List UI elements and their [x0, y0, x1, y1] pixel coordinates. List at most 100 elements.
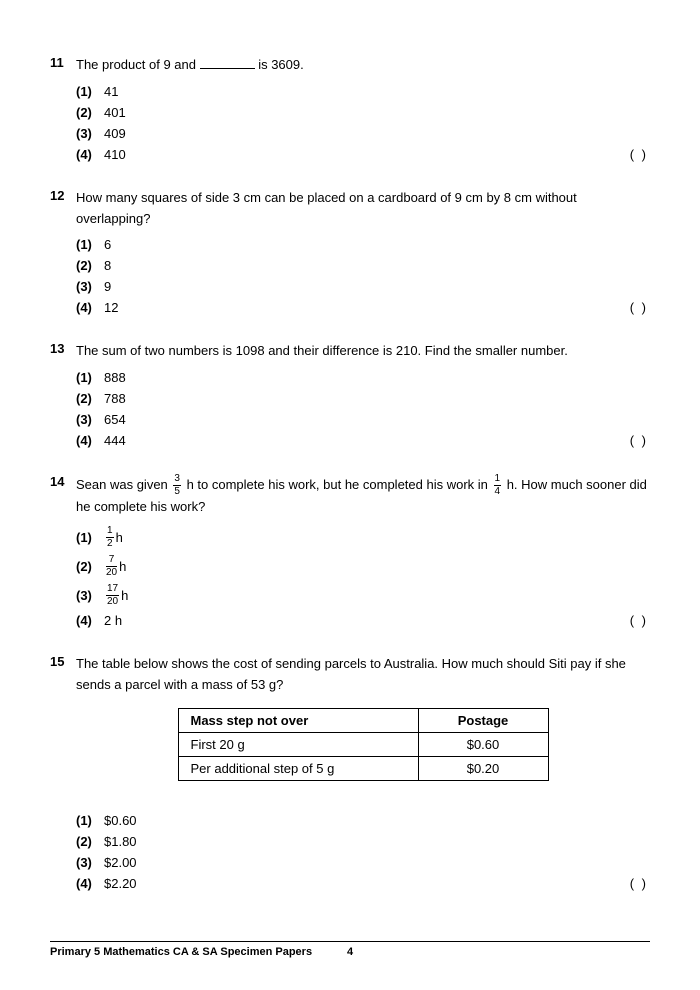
question-text: The sum of two numbers is 1098 and their…	[76, 341, 650, 362]
option-number: (1)	[76, 84, 104, 99]
parcel-table: Mass step not overPostageFirst 20 g$0.60…	[178, 708, 549, 781]
option-number: (2)	[76, 559, 104, 574]
option-row: (3)654	[76, 412, 650, 427]
option-number: (4)	[76, 147, 104, 162]
option-row: (4)$2.20 ( )	[76, 876, 650, 891]
option-value: 888	[104, 370, 126, 385]
table-header: Postage	[418, 708, 548, 732]
option-row: (2)$1.80	[76, 834, 650, 849]
answer-blank: ( )	[630, 613, 650, 628]
table-cell: $0.60	[418, 732, 548, 756]
question-number: 11	[50, 55, 76, 168]
option-number: (2)	[76, 258, 104, 273]
option-number: (4)	[76, 613, 104, 628]
question-body: The table below shows the cost of sendin…	[76, 654, 650, 897]
option-value: 41	[104, 84, 118, 99]
option-row: (1)$0.60	[76, 813, 650, 828]
option-number: (1)	[76, 530, 104, 545]
option-number: (4)	[76, 300, 104, 315]
table-cell: Per additional step of 5 g	[178, 756, 418, 780]
question-body: How many squares of side 3 cm can be pla…	[76, 188, 650, 322]
option-number: (1)	[76, 370, 104, 385]
answer-blank: ( )	[630, 147, 650, 162]
option-value: $0.60	[104, 813, 137, 828]
option-value: 401	[104, 105, 126, 120]
table-row: First 20 g$0.60	[178, 732, 548, 756]
option-row: (2)788	[76, 391, 650, 406]
table-header: Mass step not over	[178, 708, 418, 732]
option-value: 1720 h	[104, 584, 128, 607]
answer-blank: ( )	[630, 433, 650, 448]
option-value: 444	[104, 433, 126, 448]
option-value: 410	[104, 147, 126, 162]
option-value: $1.80	[104, 834, 137, 849]
option-row: (2)8	[76, 258, 650, 273]
option-value: $2.00	[104, 855, 137, 870]
fraction: 720	[106, 555, 117, 578]
questions-container: 11The product of 9 and is 3609.(1)41(2)4…	[50, 55, 650, 897]
option-number: (2)	[76, 391, 104, 406]
question-text: The table below shows the cost of sendin…	[76, 654, 650, 696]
question: 12How many squares of side 3 cm can be p…	[50, 188, 650, 322]
fraction: 14	[494, 474, 502, 497]
question-body: The product of 9 and is 3609.(1)41(2)401…	[76, 55, 650, 168]
table-row: Per additional step of 5 g$0.20	[178, 756, 548, 780]
question-number: 14	[50, 474, 76, 634]
question: 13The sum of two numbers is 1098 and the…	[50, 341, 650, 454]
question: 14Sean was given 35 h to complete his wo…	[50, 474, 650, 634]
option-number: (4)	[76, 876, 104, 891]
option-number: (2)	[76, 834, 104, 849]
option-value: 6	[104, 237, 111, 252]
question-text: The product of 9 and is 3609.	[76, 55, 650, 76]
option-value: 12 h	[104, 526, 123, 549]
question-body: Sean was given 35 h to complete his work…	[76, 474, 650, 634]
footer-title: Primary 5 Mathematics CA & SA Specimen P…	[50, 946, 312, 958]
question: 11The product of 9 and is 3609.(1)41(2)4…	[50, 55, 650, 168]
fraction: 35	[173, 474, 181, 497]
option-number: (3)	[76, 279, 104, 294]
option-row: (3)1720 h	[76, 584, 650, 607]
footer-page-number: 4	[347, 946, 353, 958]
option-row: (1)12 h	[76, 526, 650, 549]
option-value: $2.20	[104, 876, 137, 891]
question-number: 12	[50, 188, 76, 322]
option-value: 720 h	[104, 555, 126, 578]
option-number: (1)	[76, 237, 104, 252]
option-row: (3)$2.00	[76, 855, 650, 870]
option-number: (3)	[76, 126, 104, 141]
question-text: How many squares of side 3 cm can be pla…	[76, 188, 650, 230]
question: 15The table below shows the cost of send…	[50, 654, 650, 897]
fill-blank	[200, 57, 255, 69]
question-number: 13	[50, 341, 76, 454]
table-cell: $0.20	[418, 756, 548, 780]
option-row: (3)409	[76, 126, 650, 141]
option-value: 9	[104, 279, 111, 294]
answer-blank: ( )	[630, 876, 650, 891]
option-row: (4)12 ( )	[76, 300, 650, 315]
option-row: (4)444 ( )	[76, 433, 650, 448]
option-value: 409	[104, 126, 126, 141]
option-row: (4)410 ( )	[76, 147, 650, 162]
option-row: (2)720 h	[76, 555, 650, 578]
option-value: 654	[104, 412, 126, 427]
option-value: 788	[104, 391, 126, 406]
option-value: 12	[104, 300, 118, 315]
option-row: (3)9	[76, 279, 650, 294]
question-text: Sean was given 35 h to complete his work…	[76, 474, 650, 518]
fraction: 1720	[106, 584, 119, 607]
answer-blank: ( )	[630, 300, 650, 315]
option-number: (1)	[76, 813, 104, 828]
option-row: (1)6	[76, 237, 650, 252]
option-row: (2)401	[76, 105, 650, 120]
option-number: (2)	[76, 105, 104, 120]
option-value: 8	[104, 258, 111, 273]
option-row: (1)41	[76, 84, 650, 99]
option-row: (1)888	[76, 370, 650, 385]
page-footer: Primary 5 Mathematics CA & SA Specimen P…	[50, 941, 650, 958]
option-number: (4)	[76, 433, 104, 448]
option-row: (4)2 h( )	[76, 613, 650, 628]
fraction: 12	[106, 526, 114, 549]
table-cell: First 20 g	[178, 732, 418, 756]
option-number: (3)	[76, 588, 104, 603]
option-number: (3)	[76, 855, 104, 870]
